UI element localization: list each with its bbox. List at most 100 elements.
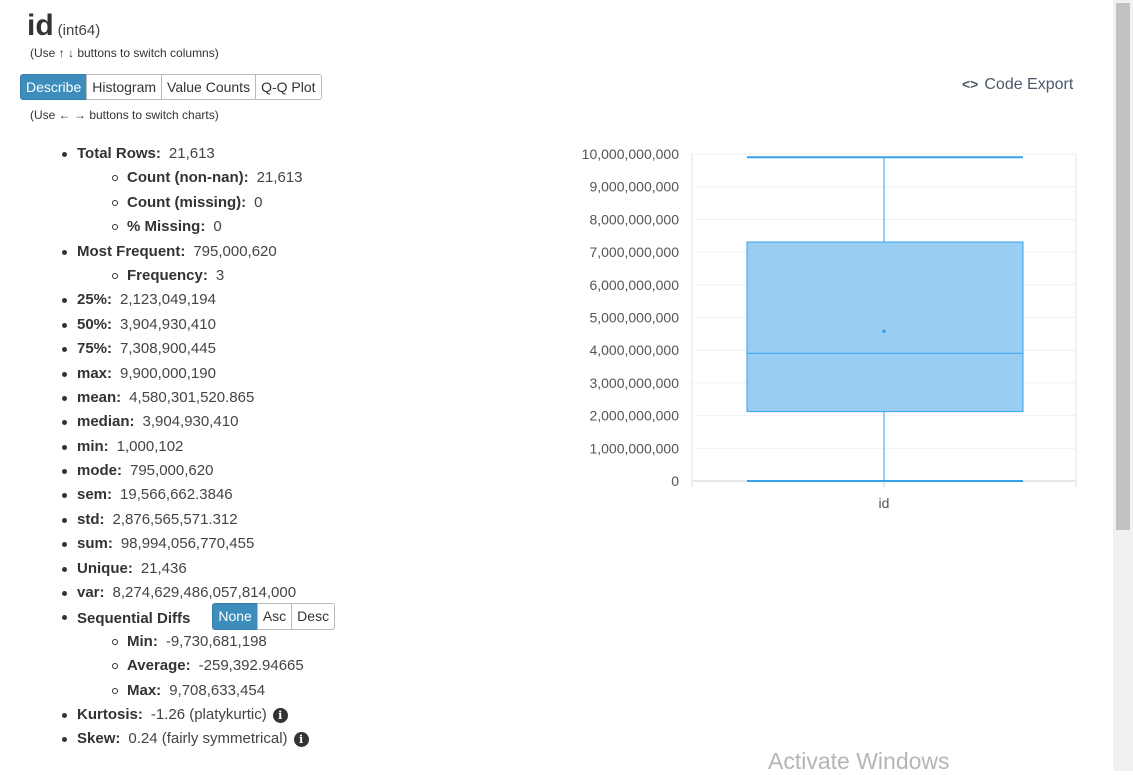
x-category-label: id (879, 495, 890, 511)
mean-marker (882, 329, 886, 334)
seq-diff-sort-buttons: None Asc Desc (212, 603, 336, 631)
stat-label: sum: (77, 535, 113, 553)
stat-median: median: 3,904,930,410 (59, 410, 335, 434)
activate-windows-watermark: Activate Windows (768, 748, 950, 774)
stat-label: Most Frequent: (77, 242, 186, 260)
stat-label: min: (77, 437, 109, 455)
stat-value: 21,613 (256, 169, 303, 187)
stat-pct-missing: % Missing: 0 (59, 215, 335, 239)
stat-value: 0 (213, 218, 222, 236)
y-tick-label: 6,000,000,000 (589, 277, 679, 293)
stat-value: 9,900,000,190 (120, 364, 216, 382)
stat-p50: 50%: 3,904,930,410 (59, 313, 335, 337)
stat-label: mode: (77, 462, 122, 480)
y-tick-label: 7,000,000,000 (589, 244, 679, 260)
stat-value: 8,274,629,486,057,814,000 (112, 584, 297, 602)
y-tick-label: 1,000,000,000 (589, 440, 679, 456)
scrollbar-thumb[interactable] (1116, 3, 1130, 530)
y-tick-label: 4,000,000,000 (589, 342, 679, 358)
stat-label: Count (missing): (127, 193, 247, 211)
stat-seq-average: Average: -259,392.94665 (59, 654, 335, 678)
stat-sequential-diffs: Sequential Diffs None Asc Desc (59, 603, 336, 631)
stat-most-frequent: Most Frequent: 795,000,620 (59, 240, 335, 264)
stat-label: Frequency: (127, 266, 208, 284)
stat-label: Max: (127, 681, 162, 699)
stat-max: max: 9,900,000,190 (59, 362, 335, 386)
stat-label: std: (77, 510, 105, 528)
stat-value: 2,876,565,571.312 (112, 510, 238, 528)
stat-label: Average: (127, 657, 191, 675)
stat-label: Min: (127, 632, 158, 650)
stat-sem: sem: 19,566,662.3846 (59, 483, 335, 507)
tab-qq-plot[interactable]: Q-Q Plot (255, 74, 322, 100)
stat-var: var: 8,274,629,486,057,814,000 (59, 581, 335, 605)
stat-label: Sequential Diffs (77, 609, 191, 627)
info-icon[interactable]: i (272, 707, 288, 723)
stat-value: 7,308,900,445 (120, 340, 216, 358)
stat-label: mean: (77, 388, 122, 406)
stat-value: 98,994,056,770,455 (120, 535, 255, 553)
stat-unique: Unique: 21,436 (59, 557, 335, 581)
code-export-button[interactable]: <> Code Export (962, 76, 1073, 94)
stat-value: 9,708,633,454 (169, 681, 266, 699)
chart-switch-hint: (Use ← → buttons to switch charts) (30, 108, 219, 122)
stat-std: std: 2,876,565,571.312 (59, 508, 335, 532)
stat-label: max: (77, 364, 113, 382)
stat-total-rows: Total Rows: 21,613 (59, 142, 335, 166)
stat-label: median: (77, 413, 135, 431)
seq-diff-asc-button[interactable]: Asc (256, 603, 293, 631)
stat-value: 3,904,930,410 (142, 413, 239, 431)
stat-label: Unique: (77, 559, 133, 577)
stat-value: 0 (254, 193, 263, 211)
stat-sum: sum: 98,994,056,770,455 (59, 532, 335, 556)
stat-value: -259,392.94665 (198, 657, 304, 675)
stat-skew: Skew: 0.24 (fairly symmetrical) i (59, 727, 335, 751)
stat-label: % Missing: (127, 218, 206, 236)
stat-label: 75%: (77, 340, 113, 358)
chart-tabs: Describe Histogram Value Counts Q-Q Plot (20, 74, 322, 100)
stat-count-nonnan: Count (non-nan): 21,613 (59, 166, 335, 190)
seq-diff-desc-button[interactable]: Desc (291, 603, 336, 631)
stat-min: min: 1,000,102 (59, 435, 335, 459)
info-icon[interactable]: i (293, 731, 309, 747)
stat-kurtosis: Kurtosis: -1.26 (platykurtic) i (59, 703, 335, 727)
seq-diff-none-button[interactable]: None (212, 603, 258, 631)
y-tick-label: 2,000,000,000 (589, 408, 679, 424)
stat-value: 4,580,301,520.865 (129, 388, 255, 406)
y-tick-label: 9,000,000,000 (589, 179, 679, 195)
stat-value: 3,904,930,410 (120, 315, 216, 333)
stat-label: Total Rows: (77, 145, 161, 162)
tab-describe[interactable]: Describe (20, 74, 88, 100)
stat-value: 795,000,620 (193, 242, 277, 260)
iqr-box (746, 241, 1024, 413)
stat-value: -9,730,681,198 (165, 632, 267, 650)
stat-frequency: Frequency: 3 (59, 264, 335, 288)
stat-value: 21,613 (168, 145, 215, 162)
stat-label: 50%: (77, 315, 113, 333)
tab-value-counts[interactable]: Value Counts (161, 74, 257, 100)
stat-value: 795,000,620 (130, 462, 214, 480)
y-tick-label: 3,000,000,000 (589, 375, 679, 391)
stat-label: var: (77, 584, 105, 602)
stat-value: 1,000,102 (116, 437, 184, 455)
stat-seq-max: Max: 9,708,633,454 (59, 679, 335, 703)
stat-label: sem: (77, 486, 113, 504)
stat-count-missing: Count (missing): 0 (59, 191, 335, 215)
stat-mode: mode: 795,000,620 (59, 459, 335, 483)
stat-label: 25%: (77, 291, 113, 309)
column-switch-hint: (Use ↑ ↓ buttons to switch columns) (30, 46, 219, 60)
stat-value: 2,123,049,194 (120, 291, 216, 309)
stat-p75: 75%: 7,308,900,445 (59, 337, 335, 361)
code-export-label: Code Export (984, 76, 1074, 93)
vertical-scrollbar[interactable] (1113, 0, 1133, 771)
stat-label: Skew: (77, 730, 121, 748)
tab-histogram[interactable]: Histogram (86, 74, 163, 100)
box-plot-chart: 0 1,000,000,000 2,000,000,000 3,000,000,000… (582, 146, 1077, 511)
stat-mean: mean: 4,580,301,520.865 (59, 386, 335, 410)
y-tick-label: 5,000,000,000 (589, 310, 679, 326)
stat-value: 21,436 (140, 559, 187, 577)
stat-value: 19,566,662.3846 (120, 486, 233, 504)
stat-value: 0.24 (fairly symmetrical) (128, 730, 288, 748)
describe-stats-list: Total Rows: 21,613 Count (non-nan): 21,613… (59, 142, 336, 752)
column-name: id (27, 9, 54, 42)
